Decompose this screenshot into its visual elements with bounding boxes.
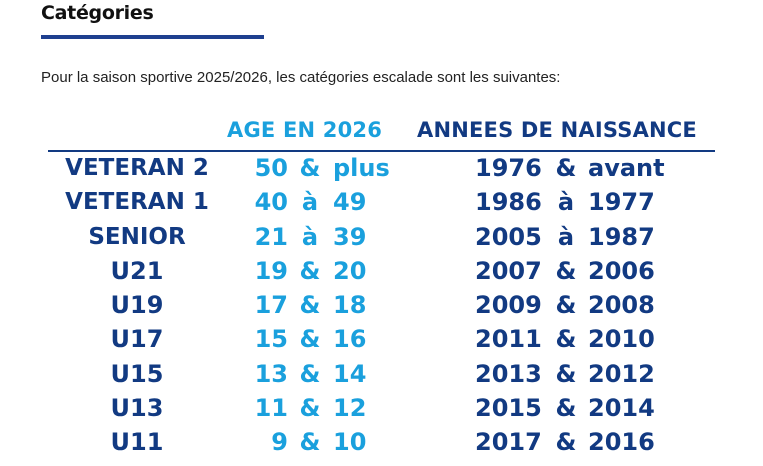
age-to: 18 xyxy=(333,291,367,320)
age-separator: & xyxy=(299,325,321,354)
age-from: 19 xyxy=(254,256,288,285)
category-name: U15 xyxy=(110,359,164,388)
year-to: 1987 xyxy=(588,222,655,251)
age-to: 12 xyxy=(333,394,367,423)
categories-table: VETERAN 2 50 & plus 1976 & avant VETERAN… xyxy=(0,151,763,460)
category-name: U17 xyxy=(110,325,164,354)
category-name: U13 xyxy=(110,394,164,423)
age-to: 16 xyxy=(333,325,367,354)
table-row: VETERAN 2 50 & plus 1976 & avant xyxy=(0,151,763,185)
year-from: 2009 xyxy=(475,291,542,320)
year-from: 2013 xyxy=(475,359,542,388)
year-to: 2006 xyxy=(588,256,655,285)
table-row: U11 9 & 10 2017 & 2016 xyxy=(0,425,763,459)
year-from: 1976 xyxy=(475,154,542,182)
table-row: U19 17 & 18 2009 & 2008 xyxy=(0,288,763,322)
year-from: 2015 xyxy=(475,394,542,423)
year-separator: & xyxy=(555,291,577,320)
year-separator: à xyxy=(557,222,575,251)
title-underline xyxy=(41,35,264,39)
category-name: U21 xyxy=(110,256,164,285)
age-from: 17 xyxy=(254,291,288,320)
year-from: 1986 xyxy=(475,188,542,217)
category-name: VETERAN 2 xyxy=(65,155,209,181)
category-name: VETERAN 1 xyxy=(65,189,209,216)
year-separator: & xyxy=(555,359,577,388)
table-row: U15 13 & 14 2013 & 2012 xyxy=(0,357,763,391)
header-age: AGE EN 2026 xyxy=(227,118,383,142)
table-row: SENIOR 21 à 39 2005 à 1987 xyxy=(0,220,763,254)
intro-text: Pour la saison sportive 2025/2026, les c… xyxy=(41,69,561,86)
age-separator: à xyxy=(301,188,319,217)
age-from: 15 xyxy=(254,325,288,354)
age-to: plus xyxy=(333,154,390,182)
table-row: VETERAN 1 40 à 49 1986 à 1977 xyxy=(0,185,763,219)
page-title: Catégories xyxy=(41,2,154,24)
year-to: 1977 xyxy=(588,188,655,217)
age-to: 14 xyxy=(333,359,367,388)
year-to: 2012 xyxy=(588,359,655,388)
age-separator: & xyxy=(299,154,321,182)
age-to: 39 xyxy=(333,222,367,251)
year-separator: & xyxy=(555,325,577,354)
category-name: SENIOR xyxy=(88,223,186,250)
year-from: 2007 xyxy=(475,256,542,285)
header-naissance: ANNEES DE NAISSANCE xyxy=(417,118,697,142)
year-to: 2014 xyxy=(588,394,655,423)
age-to: 10 xyxy=(333,428,367,457)
age-to: 20 xyxy=(333,256,367,285)
age-from: 13 xyxy=(254,359,288,388)
year-separator: à xyxy=(557,188,575,217)
age-separator: & xyxy=(299,256,321,285)
age-from: 9 xyxy=(271,428,288,457)
age-from: 50 xyxy=(254,154,288,182)
age-from: 21 xyxy=(254,222,288,251)
year-from: 2011 xyxy=(475,325,542,354)
age-to: 49 xyxy=(333,188,367,217)
table-row: U21 19 & 20 2007 & 2006 xyxy=(0,254,763,288)
year-separator: & xyxy=(555,394,577,423)
year-from: 2017 xyxy=(475,428,542,457)
category-name: U19 xyxy=(110,291,164,320)
age-from: 11 xyxy=(254,394,288,423)
year-to: 2010 xyxy=(588,325,655,354)
age-from: 40 xyxy=(254,188,288,217)
header-rule xyxy=(48,150,715,152)
year-separator: & xyxy=(555,428,577,457)
table-row: U13 11 & 12 2015 & 2014 xyxy=(0,391,763,425)
year-separator: & xyxy=(555,256,577,285)
year-to: 2016 xyxy=(588,428,655,457)
year-to: avant xyxy=(588,154,665,182)
table-row: U17 15 & 16 2011 & 2010 xyxy=(0,322,763,356)
year-to: 2008 xyxy=(588,291,655,320)
age-separator: & xyxy=(299,394,321,423)
age-separator: & xyxy=(299,428,321,457)
age-separator: à xyxy=(301,222,319,251)
age-separator: & xyxy=(299,291,321,320)
year-separator: & xyxy=(555,154,577,182)
category-name: U11 xyxy=(110,428,164,457)
year-from: 2005 xyxy=(475,222,542,251)
age-separator: & xyxy=(299,359,321,388)
